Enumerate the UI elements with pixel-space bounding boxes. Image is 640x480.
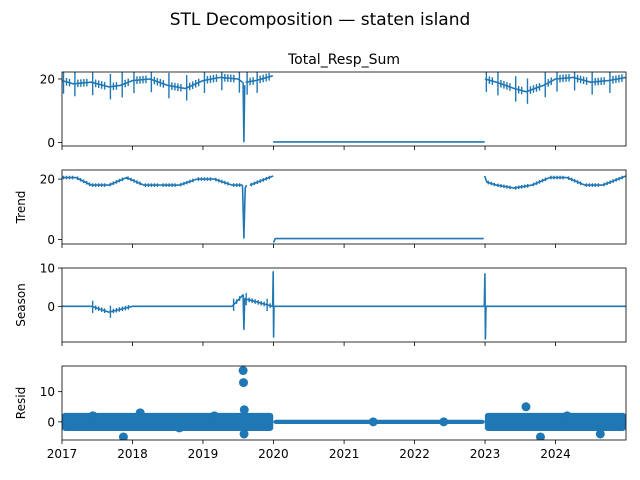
series-line-segment (483, 272, 626, 340)
resid-point-band (273, 419, 485, 424)
resid-point (118, 432, 128, 440)
resid-point (238, 378, 248, 388)
x-tick-label: 2024 (540, 447, 571, 461)
x-tick-label: 2018 (117, 447, 148, 461)
panels: 0 20 Total_Resp_Sum 0 20 Trend 0 10 Season 0 10 201… (14, 52, 627, 461)
resid-point (174, 423, 184, 433)
panel-3: 0 10 Season (14, 262, 627, 346)
resid-point (535, 432, 545, 440)
y-tick-label: 20 (40, 72, 55, 86)
panel-title: Total_Resp_Sum (287, 52, 400, 68)
figure-title: STL Decomposition — staten island (170, 10, 471, 30)
x-tick-label: 2017 (47, 447, 78, 461)
plot-area (62, 72, 626, 143)
plot-area (62, 175, 626, 243)
resid-point (88, 411, 98, 421)
plot-area (62, 366, 626, 440)
resid-point (238, 366, 248, 376)
y-tick-label: 20 (40, 173, 55, 187)
resid-point (239, 429, 249, 439)
resid-point (562, 411, 572, 421)
y-tick-label: 0 (47, 136, 55, 150)
y-tick-label: 10 (40, 385, 55, 399)
x-tick-label: 2022 (399, 447, 430, 461)
x-tick-label: 2019 (188, 447, 219, 461)
series-line-segment (272, 237, 484, 243)
y-axis-label: Trend (14, 191, 28, 225)
axes-frame (61, 267, 627, 343)
resid-point-band (484, 412, 626, 431)
series-line-segment (242, 82, 246, 143)
series-line-segment (484, 76, 626, 93)
y-tick-label: 10 (40, 262, 55, 276)
panel-1: 0 20 Total_Resp_Sum (40, 52, 627, 150)
panel-4: 0 10 2017 2018 2019 2020 2021 2022 2023 2024 Resid (14, 365, 627, 461)
panel-2: 0 20 Trend (14, 169, 627, 248)
plot-area (62, 270, 626, 340)
y-tick-label: 0 (47, 300, 55, 314)
resid-point (135, 408, 145, 418)
resid-point (521, 402, 531, 412)
series-line-segment (62, 270, 275, 338)
resid-point (439, 417, 449, 427)
resid-point-band (62, 412, 274, 431)
resid-point (368, 417, 378, 427)
series-line-segment (241, 184, 248, 239)
resid-point (239, 405, 249, 415)
series-line-segment (62, 76, 243, 90)
resid-point (209, 411, 219, 421)
x-tick-label: 2021 (329, 447, 360, 461)
x-tick-label: 2020 (258, 447, 289, 461)
y-axis-label: Season (14, 283, 28, 327)
y-tick-label: 0 (47, 233, 55, 247)
x-tick-label: 2023 (470, 447, 501, 461)
resid-point (595, 429, 605, 439)
series-line-segment (62, 176, 243, 186)
series-line-segment (245, 75, 274, 83)
y-tick-label: 0 (47, 415, 55, 429)
y-axis-label: Resid (14, 387, 28, 419)
